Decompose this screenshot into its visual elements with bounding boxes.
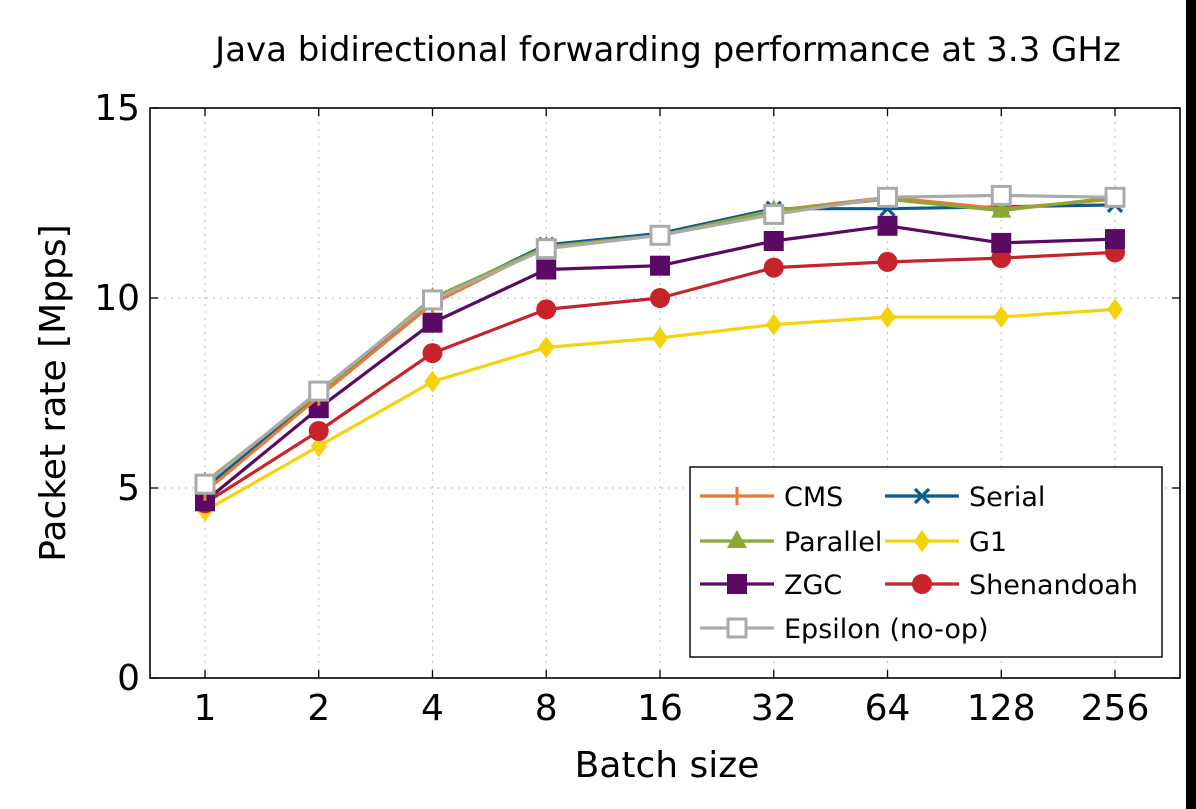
- y-axis-label: Packet rate [Mpps]: [33, 224, 74, 561]
- x-tick-label: 64: [865, 688, 911, 729]
- legend-label: Shenandoah: [969, 570, 1138, 601]
- legend-marker: [912, 574, 932, 594]
- data-point: [308, 398, 329, 419]
- x-tick-label: 16: [637, 688, 683, 729]
- data-point: [877, 215, 898, 236]
- data-point: [993, 306, 1010, 328]
- data-point: [763, 231, 784, 251]
- data-point: [765, 313, 782, 336]
- data-point: [1105, 229, 1125, 250]
- legend-marker: [727, 530, 747, 548]
- legend-label: Epsilon (no-op): [784, 614, 989, 645]
- data-point: [763, 257, 784, 278]
- legend-entry: Epsilon (no-op): [700, 614, 989, 645]
- x-tick-labels: 1 2 4 8 16 32 64 128 256: [194, 688, 1150, 729]
- data-point: [877, 251, 898, 272]
- legend-entry: CMS: [700, 482, 843, 513]
- data-point: [422, 289, 443, 311]
- window-edge: [1186, 0, 1196, 809]
- data-point: [1107, 298, 1123, 321]
- axis-ticks: [150, 107, 1180, 679]
- data-point: [424, 370, 441, 393]
- x-tick-label: 2: [307, 688, 330, 729]
- data-point: [538, 336, 555, 359]
- x-tick-label: 32: [751, 688, 797, 729]
- legend-marker: [727, 574, 747, 594]
- data-point: [536, 259, 557, 280]
- data-point: [194, 473, 216, 495]
- y-tick-label: 0: [117, 658, 140, 699]
- series-zgc: [195, 215, 1125, 512]
- legend-entries: CMS Serial Parallel G1 ZGC Shenandoah Epsilon …: [700, 482, 1138, 645]
- data-point: [649, 224, 671, 246]
- y-tick-labels: 0 5 10 15: [94, 88, 140, 699]
- data-series: [194, 184, 1126, 522]
- data-point: [650, 288, 670, 308]
- legend-marker: [726, 617, 748, 639]
- data-point: [308, 380, 330, 402]
- data-point: [308, 421, 329, 441]
- x-tick-label: 4: [421, 688, 444, 729]
- x-tick-label: 8: [535, 688, 558, 729]
- x-tick-label: 1: [194, 688, 217, 729]
- legend-entry: Shenandoah: [885, 570, 1138, 601]
- legend-label: G1: [969, 527, 1007, 558]
- legend: CMS Serial Parallel G1 ZGC Shenandoah Epsilon …: [689, 466, 1163, 658]
- data-point: [652, 326, 668, 349]
- data-point: [877, 186, 898, 208]
- legend-label: Parallel: [784, 527, 882, 558]
- legend-label: ZGC: [784, 570, 842, 601]
- data-point: [763, 203, 785, 225]
- data-point: [535, 238, 557, 260]
- chart-title: Java bidirectional forwarding performanc…: [213, 30, 1121, 70]
- data-point: [991, 248, 1012, 269]
- y-tick-label: 10: [94, 278, 140, 319]
- legend-entry: ZGC: [700, 570, 842, 601]
- y-tick-label: 5: [117, 468, 140, 509]
- legend-entry: Serial: [885, 482, 1045, 513]
- series-epsilon-no-op: [194, 184, 1126, 495]
- data-point: [422, 343, 443, 364]
- legend-label: CMS: [784, 482, 843, 513]
- data-point: [990, 184, 1012, 206]
- legend-label: Serial: [969, 482, 1045, 513]
- legend-marker: [914, 530, 930, 552]
- y-tick-label: 15: [94, 88, 140, 129]
- data-point: [991, 232, 1012, 253]
- legend-marker: [913, 487, 931, 505]
- data-point: [1104, 186, 1126, 208]
- plot-frame: [149, 107, 1181, 679]
- data-point: [195, 491, 215, 512]
- data-point: [879, 306, 896, 328]
- data-point: [536, 299, 557, 320]
- x-axis-label: Batch size: [575, 745, 760, 786]
- legend-entry: G1: [885, 527, 1007, 558]
- legend-entry: Parallel: [700, 527, 882, 558]
- x-tick-label: 128: [967, 688, 1036, 729]
- data-point: [422, 312, 443, 333]
- data-point: [991, 199, 1012, 218]
- legend-marker: [728, 487, 746, 505]
- data-point: [650, 255, 670, 276]
- x-tick-label: 256: [1081, 688, 1150, 729]
- data-point: [310, 435, 327, 458]
